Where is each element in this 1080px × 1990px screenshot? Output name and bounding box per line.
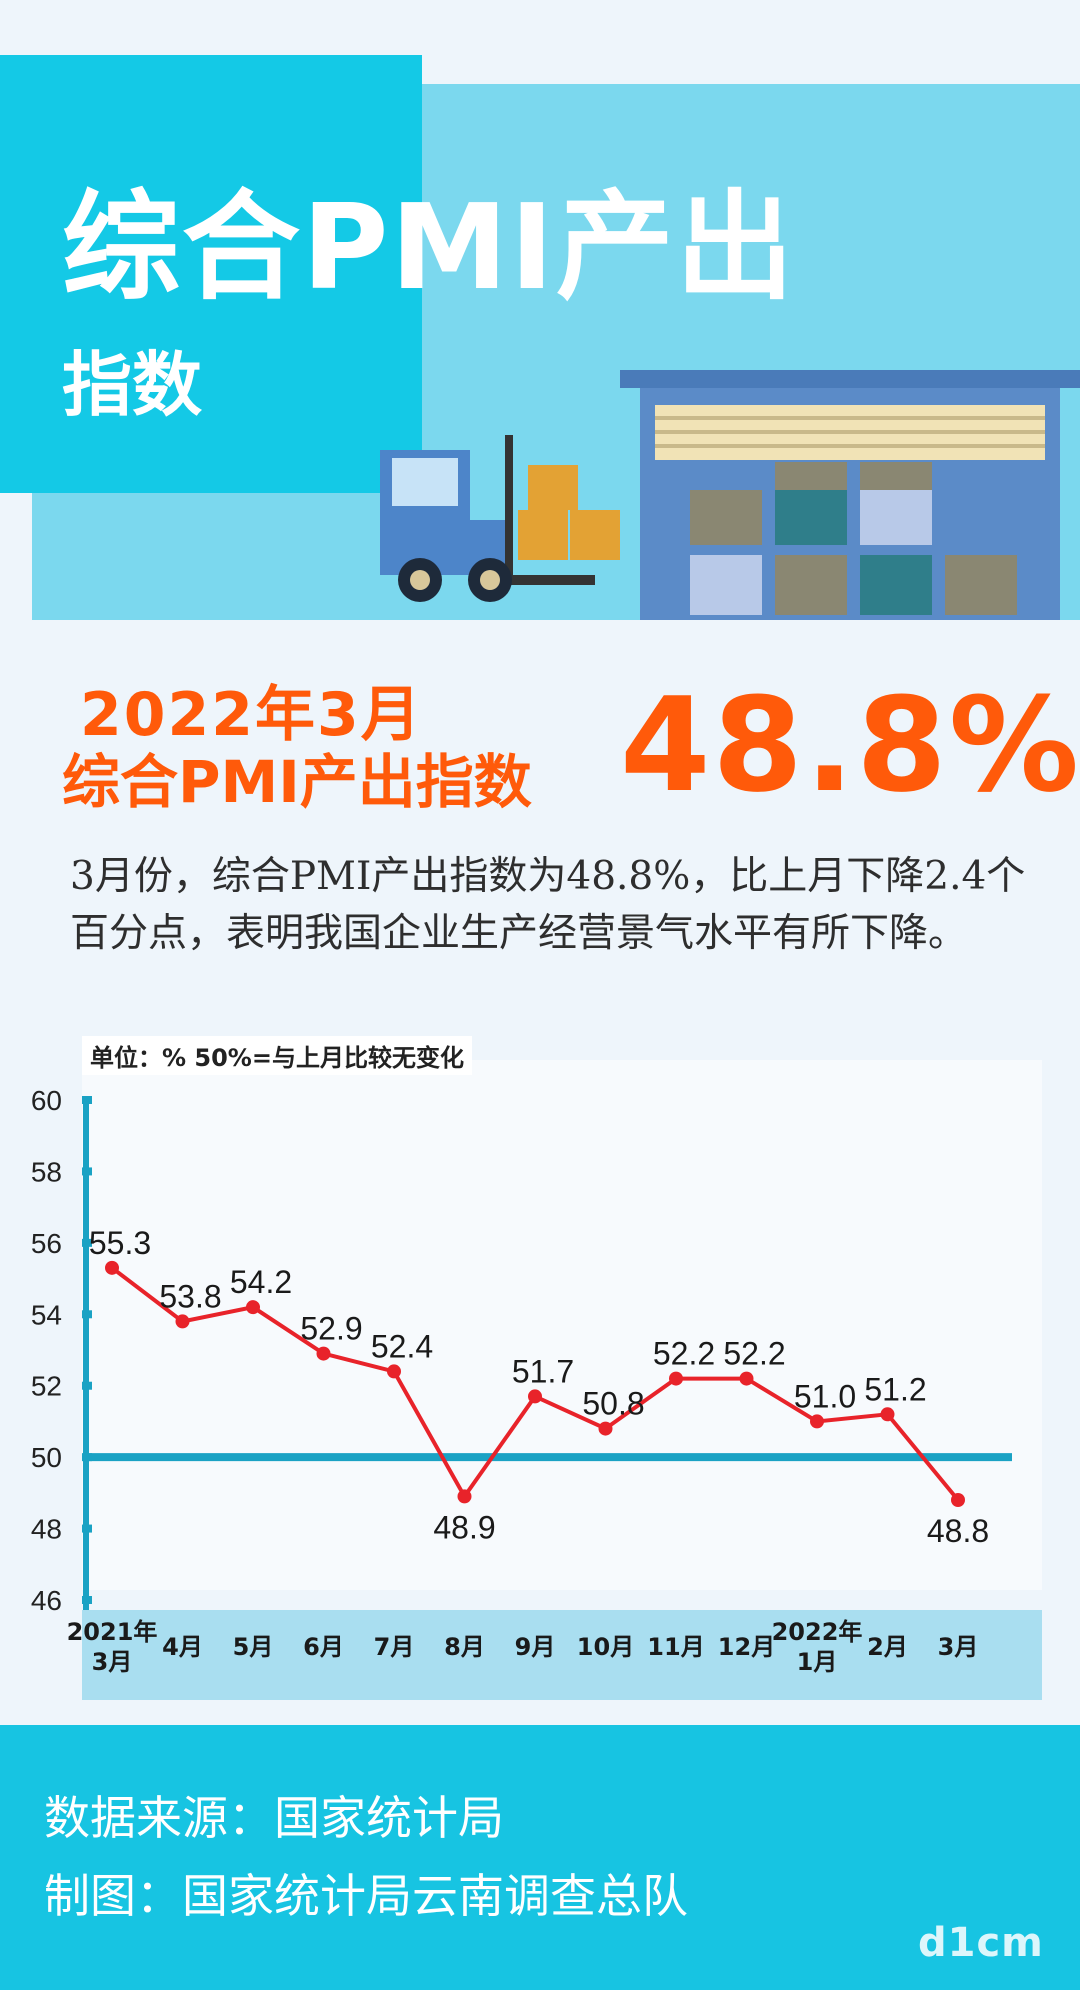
x-tick-label: 12月: [718, 1633, 775, 1661]
y-tick-mark: [82, 1381, 92, 1390]
forklift-warehouse-illustration: [380, 370, 1080, 620]
x-tick-label: 2月: [867, 1633, 908, 1661]
headline-date: 2022年3月: [80, 680, 423, 750]
watermark-logo: d1cm: [918, 1920, 1044, 1966]
y-tick-mark: [82, 1524, 92, 1533]
data-source: 数据来源：国家统计局: [44, 1791, 504, 1845]
data-point: [880, 1407, 895, 1422]
y-tick-label: 46: [31, 1585, 62, 1616]
x-tick-label: 8月: [444, 1633, 485, 1661]
data-label: 52.4: [371, 1328, 433, 1364]
x-tick-label: 10月: [577, 1633, 634, 1661]
x-tick-label: 11月: [647, 1633, 704, 1661]
x-tick-label: 3月: [938, 1633, 979, 1661]
y-tick-label: 52: [31, 1371, 62, 1402]
y-tick-mark: [82, 1167, 92, 1176]
data-point: [175, 1314, 190, 1329]
data-point: [951, 1493, 965, 1507]
data-point: [810, 1414, 824, 1429]
x-tick-label: 9月: [515, 1633, 556, 1661]
data-label: 52.2: [653, 1336, 715, 1372]
data-label: 54.2: [230, 1264, 292, 1300]
data-label: 51.2: [864, 1371, 926, 1407]
data-label: 48.9: [433, 1509, 495, 1545]
y-tick-label: 56: [31, 1228, 62, 1259]
page-title: 综合PMI产出: [62, 178, 796, 316]
data-label: 52.9: [300, 1311, 362, 1347]
y-tick-mark: [82, 1238, 92, 1247]
data-point: [528, 1389, 542, 1404]
header-block: [0, 55, 422, 493]
y-tick-mark: [82, 1310, 92, 1319]
x-axis-band: [82, 1610, 1042, 1700]
x-tick-label: 2021年 3月: [67, 1618, 158, 1676]
data-label: 52.2: [723, 1336, 785, 1372]
x-tick-label: 5月: [233, 1633, 274, 1661]
data-point: [739, 1371, 754, 1386]
data-point: [387, 1364, 401, 1379]
footer: [0, 1725, 1080, 1990]
x-tick-label: 7月: [374, 1633, 415, 1661]
description-text: 3月份，综合PMI产出指数为48.8%，比上月下降2.4个百分点，表明我国企业生…: [70, 854, 1026, 956]
data-label: 48.8: [927, 1513, 989, 1549]
headline-value: 48.8%: [620, 669, 1080, 821]
y-tick-label: 48: [31, 1514, 62, 1545]
data-point: [598, 1421, 613, 1436]
data-label: 51.0: [794, 1378, 856, 1414]
plot-area: [82, 1060, 1042, 1590]
data-label: 53.8: [159, 1278, 221, 1314]
y-tick-label: 60: [31, 1085, 62, 1116]
x-tick-label: 2022年 1月: [772, 1618, 863, 1676]
chart-maker: 制图：国家统计局云南调查总队: [44, 1869, 688, 1923]
y-tick-label: 58: [31, 1156, 62, 1187]
data-point: [457, 1489, 472, 1504]
x-tick-label: 6月: [303, 1633, 344, 1661]
y-tick-label: 54: [31, 1299, 62, 1330]
data-label: 50.8: [582, 1386, 644, 1422]
chart-unit-note: 单位：% 50%=与上月比较无变化: [82, 1036, 472, 1075]
data-label: 55.3: [89, 1225, 151, 1261]
y-tick-label: 50: [31, 1442, 62, 1473]
data-point: [669, 1371, 683, 1386]
data-point: [105, 1260, 119, 1275]
page-subtitle: 指数: [62, 344, 202, 426]
data-point: [246, 1300, 260, 1315]
x-tick-label: 4月: [162, 1633, 203, 1661]
headline-label: 综合PMI产出指数: [62, 748, 532, 816]
data-label: 51.7: [512, 1353, 574, 1389]
data-point: [316, 1346, 331, 1361]
y-tick-mark: [82, 1596, 92, 1604]
y-tick-mark: [82, 1096, 92, 1104]
